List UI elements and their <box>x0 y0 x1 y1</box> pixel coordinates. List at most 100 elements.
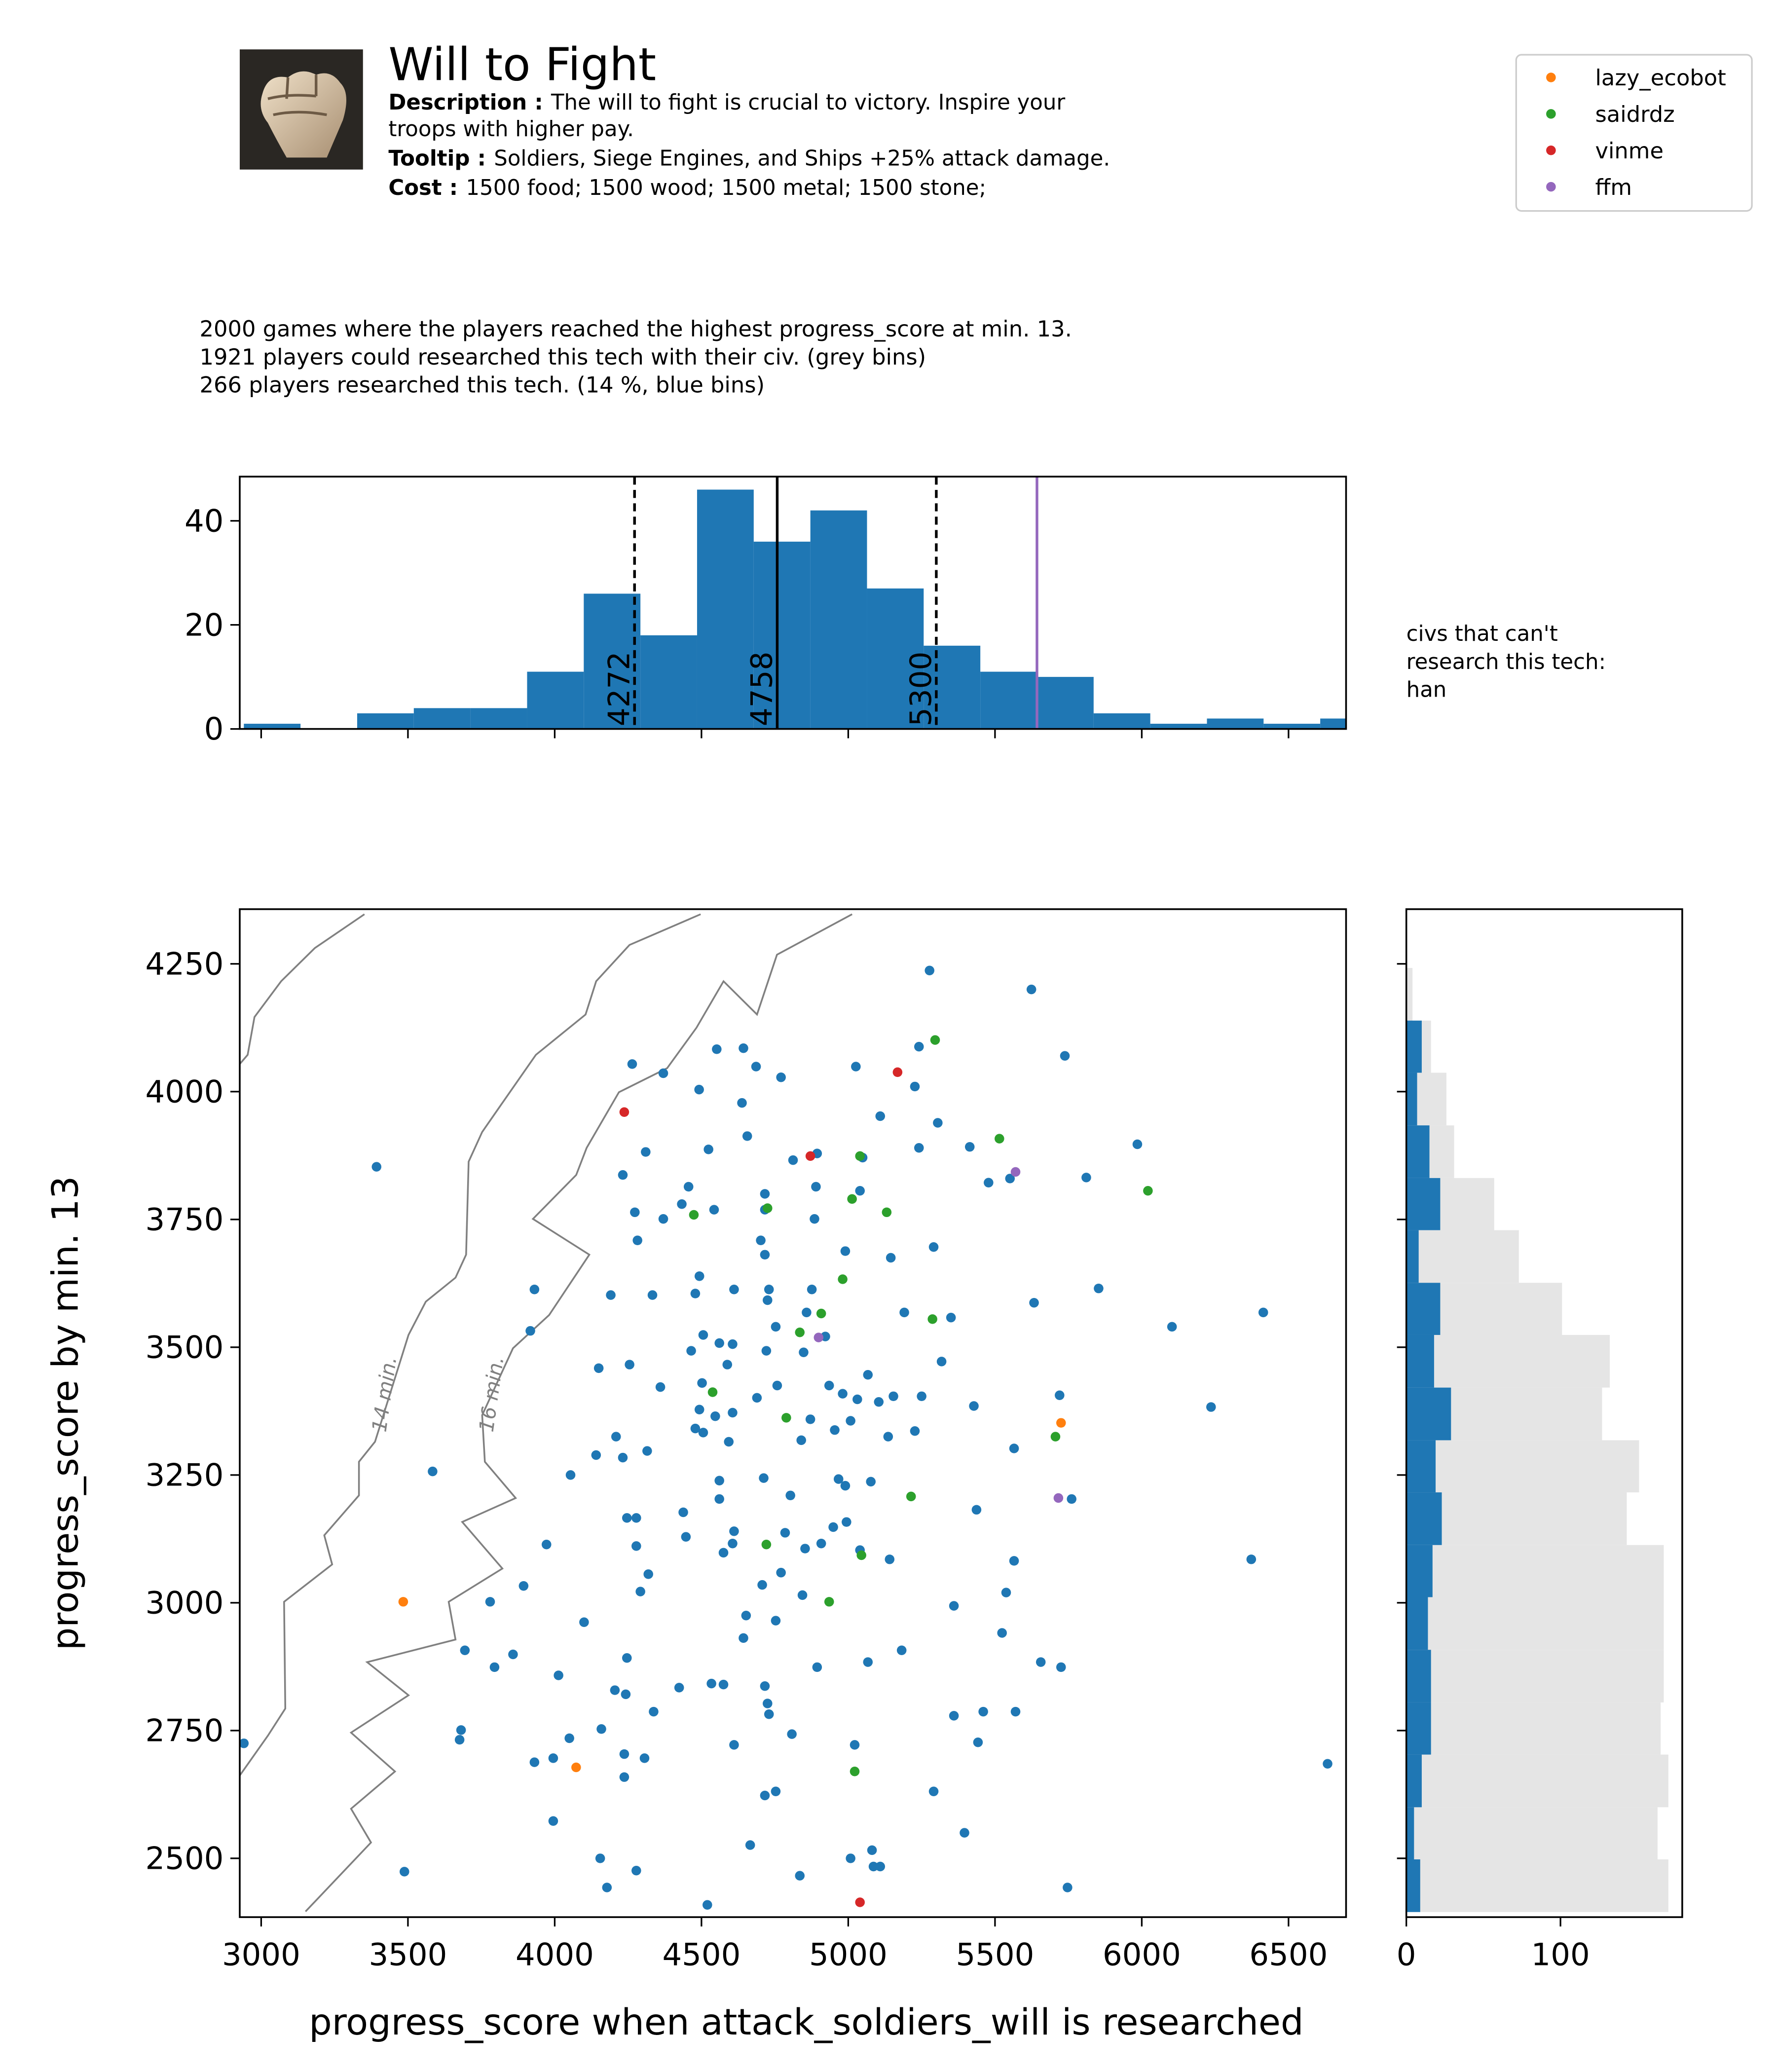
bar <box>753 541 811 729</box>
point <box>741 1611 751 1621</box>
point <box>529 1757 540 1767</box>
point <box>728 1407 738 1418</box>
point <box>564 1733 574 1743</box>
point <box>910 1081 920 1092</box>
point <box>960 1828 969 1838</box>
point <box>868 1861 879 1872</box>
point <box>1001 1588 1011 1597</box>
point <box>647 1290 658 1300</box>
point <box>630 1207 640 1218</box>
point <box>602 1883 612 1892</box>
bar <box>980 671 1037 729</box>
point <box>591 1450 601 1460</box>
field-text: Soldiers, Siege Engines, and Ships +25% … <box>494 147 1110 171</box>
point <box>618 1170 628 1180</box>
point <box>751 1062 761 1072</box>
point <box>737 1098 747 1108</box>
point <box>964 1142 975 1152</box>
point <box>917 1391 926 1402</box>
y-tick-label: 3500 <box>146 1330 224 1366</box>
field-line: Description : The will to fight is crucia… <box>388 90 1065 115</box>
bar <box>1406 1859 1420 1912</box>
point <box>690 1289 701 1298</box>
point <box>816 1538 826 1549</box>
point <box>925 965 934 975</box>
point <box>795 1871 805 1881</box>
point <box>997 1628 1007 1638</box>
point <box>709 1205 719 1215</box>
point <box>1081 1173 1091 1183</box>
point <box>1094 1283 1104 1294</box>
point <box>635 1587 645 1596</box>
y-tick-label: 3250 <box>146 1457 224 1493</box>
point <box>760 1790 770 1801</box>
point <box>761 1540 772 1550</box>
point <box>838 1274 848 1284</box>
point <box>485 1597 495 1607</box>
y-tick-label: 3000 <box>146 1585 224 1621</box>
point <box>694 1405 704 1414</box>
point <box>1063 1883 1073 1892</box>
x-tick-label: 0 <box>1397 1937 1416 1973</box>
point <box>946 1313 956 1323</box>
scatter-plot: 14 min. 16 min.25002750300032503500375040… <box>44 908 1347 2043</box>
point <box>776 1073 786 1082</box>
point <box>489 1662 500 1672</box>
legend-marker <box>1546 73 1556 82</box>
x-tick-label: 3000 <box>222 1937 300 1973</box>
point <box>674 1683 684 1693</box>
point <box>529 1285 540 1295</box>
point <box>643 1569 653 1579</box>
point <box>833 1474 844 1484</box>
field-line: Cost : 1500 food; 1500 wood; 1500 metal; … <box>388 176 986 200</box>
bar <box>1406 1334 1610 1388</box>
point <box>710 1411 720 1421</box>
point <box>867 1845 877 1855</box>
point <box>812 1662 822 1672</box>
point <box>697 1378 707 1388</box>
point <box>978 1706 988 1717</box>
point <box>838 1389 848 1399</box>
point <box>764 1709 774 1719</box>
point <box>658 1068 668 1078</box>
point <box>1067 1494 1076 1504</box>
bar <box>1406 1807 1658 1860</box>
x-tick-label: 4000 <box>516 1937 594 1973</box>
bar <box>1406 1178 1441 1230</box>
point <box>722 1360 733 1369</box>
point <box>548 1816 558 1826</box>
point <box>805 1151 815 1161</box>
point <box>856 1550 866 1560</box>
point <box>548 1753 558 1763</box>
point <box>724 1437 734 1447</box>
notes: 2000 games where the players reached the… <box>200 316 1072 398</box>
side-note: civs that can't research this tech: han <box>1406 622 1606 703</box>
bar <box>584 593 641 729</box>
point <box>888 1391 898 1402</box>
point <box>619 1749 629 1759</box>
legend-label: ffm <box>1595 174 1631 200</box>
bar <box>1406 1230 1419 1283</box>
point <box>1258 1307 1268 1318</box>
legend-marker <box>1546 109 1556 119</box>
point <box>830 1425 840 1435</box>
field-label: Tooltip : <box>388 147 486 171</box>
field-text: 1500 food; 1500 wood; 1500 metal; 1500 s… <box>466 176 986 200</box>
side-note-line: research this tech: <box>1406 650 1606 674</box>
point <box>828 1522 838 1532</box>
point <box>698 1330 708 1340</box>
point <box>802 1307 812 1318</box>
point <box>760 1189 770 1199</box>
point <box>906 1491 916 1502</box>
y-tick-label: 3750 <box>146 1202 224 1238</box>
point <box>460 1645 470 1655</box>
bar <box>1406 1387 1451 1441</box>
point <box>728 1339 738 1349</box>
point <box>807 1285 817 1295</box>
point <box>742 1131 752 1141</box>
bar <box>1406 1754 1422 1808</box>
point <box>611 1432 621 1442</box>
point <box>762 1699 773 1708</box>
axes-frame <box>239 908 1347 1918</box>
